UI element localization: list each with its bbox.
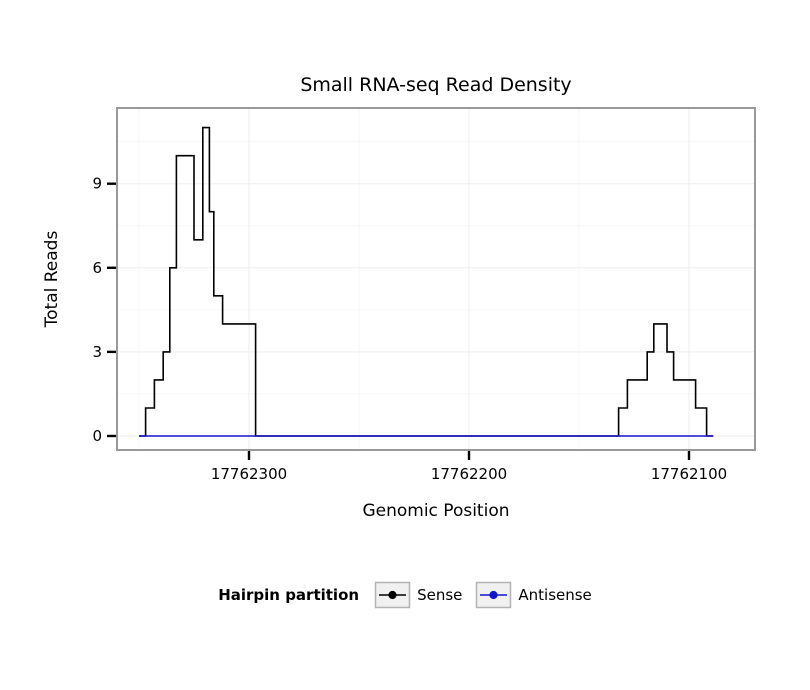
legend-title: Hairpin partition xyxy=(218,586,360,604)
y-tick-label: 9 xyxy=(92,175,102,193)
y-tick-label: 3 xyxy=(92,343,102,361)
y-axis-title: Total Reads xyxy=(42,230,62,328)
legend-label-antisense: Antisense xyxy=(518,586,592,604)
plot-panel: 17762300 17762200 17762100 0 3 6 9 xyxy=(92,107,756,483)
y-tick-label: 6 xyxy=(92,259,102,277)
panel-border xyxy=(116,107,756,451)
legend-item-sense: Sense xyxy=(374,581,462,609)
legend-label-sense: Sense xyxy=(417,586,463,604)
x-tick-label: 17762300 xyxy=(211,465,287,483)
legend: Hairpin partition Sense Antisense xyxy=(0,581,810,609)
chart-title: Small RNA-seq Read Density xyxy=(300,74,572,96)
x-axis-title: Genomic Position xyxy=(362,501,510,521)
legend-item-antisense: Antisense xyxy=(475,581,592,609)
x-tick-label: 17762100 xyxy=(651,465,727,483)
series-sense xyxy=(139,126,714,437)
y-tick-label: 0 xyxy=(92,427,102,445)
panel-background xyxy=(117,108,755,450)
antisense-key-icon xyxy=(476,581,512,609)
x-tick-label: 17762200 xyxy=(431,465,507,483)
sense-key-icon xyxy=(374,581,411,609)
